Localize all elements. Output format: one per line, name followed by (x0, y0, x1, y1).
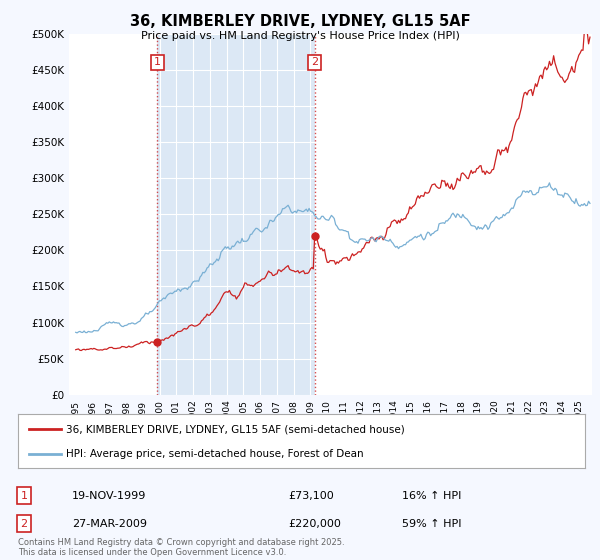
Text: HPI: Average price, semi-detached house, Forest of Dean: HPI: Average price, semi-detached house,… (66, 449, 364, 459)
Text: 1: 1 (154, 58, 161, 68)
Text: 27-MAR-2009: 27-MAR-2009 (72, 519, 147, 529)
Text: Contains HM Land Registry data © Crown copyright and database right 2025.
This d: Contains HM Land Registry data © Crown c… (18, 538, 344, 557)
Text: Price paid vs. HM Land Registry's House Price Index (HPI): Price paid vs. HM Land Registry's House … (140, 31, 460, 41)
Text: 1: 1 (20, 491, 28, 501)
Text: 36, KIMBERLEY DRIVE, LYDNEY, GL15 5AF: 36, KIMBERLEY DRIVE, LYDNEY, GL15 5AF (130, 14, 470, 29)
Text: £220,000: £220,000 (288, 519, 341, 529)
Text: 2: 2 (311, 58, 318, 68)
Text: 36, KIMBERLEY DRIVE, LYDNEY, GL15 5AF (semi-detached house): 36, KIMBERLEY DRIVE, LYDNEY, GL15 5AF (s… (66, 424, 405, 435)
Text: 59% ↑ HPI: 59% ↑ HPI (402, 519, 461, 529)
Text: 2: 2 (20, 519, 28, 529)
Bar (157, 34, 314, 395)
Text: £73,100: £73,100 (288, 491, 334, 501)
Text: 19-NOV-1999: 19-NOV-1999 (72, 491, 146, 501)
Text: 16% ↑ HPI: 16% ↑ HPI (402, 491, 461, 501)
